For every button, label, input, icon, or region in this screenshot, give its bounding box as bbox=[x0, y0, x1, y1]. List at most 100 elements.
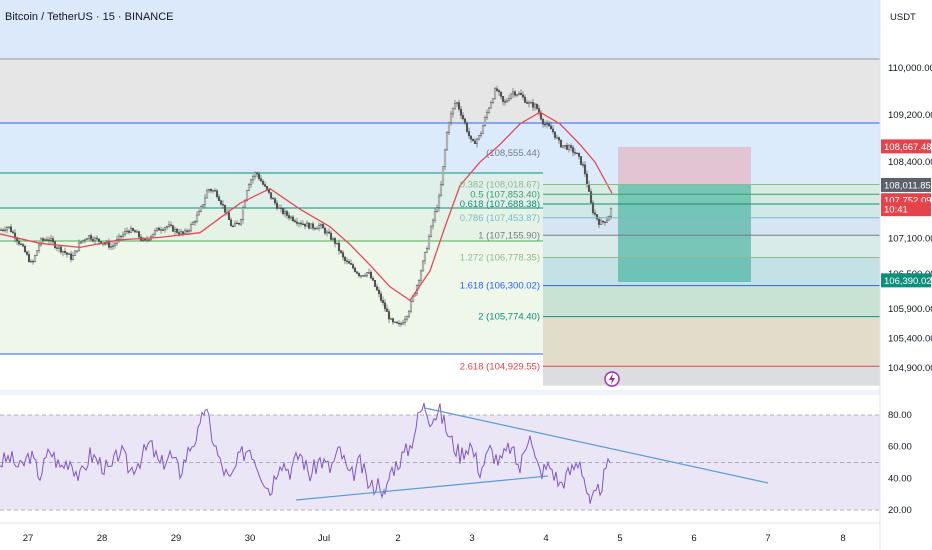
candle-body bbox=[375, 286, 379, 291]
candle-body bbox=[555, 137, 559, 139]
candle-body bbox=[165, 226, 169, 228]
candle-body bbox=[59, 246, 63, 253]
candle-body bbox=[173, 228, 177, 232]
candle-body bbox=[431, 219, 435, 227]
candle-body bbox=[1, 229, 5, 231]
moving-average-line bbox=[0, 111, 613, 302]
candle-body bbox=[311, 223, 315, 229]
lightning-icon[interactable] bbox=[604, 371, 620, 387]
candle-body bbox=[377, 289, 381, 294]
candle-body bbox=[121, 234, 125, 238]
candle-body bbox=[13, 232, 17, 239]
candle-body bbox=[575, 152, 579, 154]
candle-body bbox=[135, 231, 139, 233]
candle-body bbox=[151, 233, 155, 237]
candle-body bbox=[55, 247, 59, 249]
candle-body bbox=[587, 184, 591, 192]
candle-body bbox=[395, 321, 399, 324]
candle-body bbox=[215, 190, 219, 197]
candle-body bbox=[103, 243, 107, 245]
candle-body bbox=[423, 252, 427, 262]
candle-body bbox=[409, 300, 413, 312]
candle-body bbox=[289, 216, 293, 219]
candle-body bbox=[207, 188, 211, 192]
candle-body bbox=[219, 200, 223, 205]
candle-body bbox=[473, 140, 477, 144]
candle-body bbox=[33, 255, 37, 262]
x-tick-7: 4 bbox=[543, 533, 548, 544]
candle-body bbox=[27, 254, 31, 263]
x-tick-9: 6 bbox=[691, 533, 696, 544]
zone-band-gray bbox=[0, 59, 880, 123]
x-tick-10: 7 bbox=[765, 533, 770, 544]
candle-body bbox=[529, 102, 533, 104]
candle-body bbox=[557, 137, 561, 141]
candle-body bbox=[373, 279, 377, 287]
price-tag-bg-0 bbox=[881, 139, 931, 154]
candle-body bbox=[57, 246, 61, 249]
position-target-zone[interactable] bbox=[618, 185, 751, 282]
rsi-resistance-trendline[interactable] bbox=[424, 407, 769, 484]
candle-body bbox=[487, 107, 491, 113]
candle-body bbox=[505, 100, 509, 103]
fib-level-label-1: 0.5 (107,853.40) bbox=[470, 189, 540, 200]
candle-body bbox=[369, 272, 373, 279]
candle-body bbox=[241, 207, 245, 220]
time-axis[interactable] bbox=[0, 523, 880, 550]
candle-body bbox=[497, 90, 501, 93]
candle-body bbox=[357, 273, 361, 277]
candle-body bbox=[299, 222, 303, 225]
candle-body bbox=[313, 227, 317, 230]
x-tick-labels: 27 28 29 30 Jul 2 3 4 5 6 7 8 bbox=[23, 533, 846, 544]
candle-body bbox=[179, 231, 183, 235]
candle-body bbox=[285, 211, 289, 216]
rsi-support-trendline[interactable] bbox=[295, 475, 549, 501]
position-stop-zone[interactable] bbox=[618, 147, 751, 185]
candle-body bbox=[263, 184, 267, 187]
candle-body bbox=[189, 224, 193, 231]
x-tick-4: Jul bbox=[318, 533, 330, 544]
candle-body bbox=[107, 241, 111, 248]
candle-body bbox=[211, 190, 215, 192]
candle-body bbox=[147, 239, 151, 241]
candle-body bbox=[49, 238, 53, 241]
candle-body bbox=[479, 133, 483, 136]
candle-body bbox=[585, 173, 589, 185]
candle-body bbox=[87, 235, 91, 239]
candle-body bbox=[7, 226, 11, 228]
candle-body bbox=[401, 322, 405, 325]
candle-body bbox=[61, 250, 65, 253]
candle-body bbox=[275, 202, 279, 209]
candle-body bbox=[491, 98, 495, 103]
candle-body bbox=[113, 243, 117, 247]
candle-body bbox=[569, 145, 573, 148]
candle-body bbox=[349, 263, 353, 265]
rsi-tick-2: 40.00 bbox=[888, 473, 912, 484]
candle-body bbox=[39, 238, 43, 246]
candle-body bbox=[213, 190, 217, 192]
candle-body bbox=[11, 231, 15, 234]
candle-body bbox=[515, 94, 519, 96]
rsi-tick-labels: 80.00 60.00 40.00 20.00 bbox=[888, 410, 912, 516]
candle-body bbox=[281, 208, 285, 215]
candle-body bbox=[495, 88, 499, 91]
candle-body bbox=[293, 220, 297, 223]
candle-body bbox=[493, 88, 497, 100]
x-tick-2: 29 bbox=[171, 533, 182, 544]
candle-body bbox=[35, 250, 39, 256]
candle-body bbox=[21, 244, 25, 247]
candle-body bbox=[45, 239, 49, 241]
fib-level-label-2: 0.618 (107,688.38) bbox=[460, 199, 540, 210]
candle-body bbox=[25, 251, 29, 255]
rsi-tick-3: 20.00 bbox=[888, 505, 912, 516]
candle-body bbox=[131, 228, 135, 231]
candle-body bbox=[589, 191, 593, 203]
candle-body bbox=[271, 197, 275, 200]
candle-body bbox=[145, 239, 149, 241]
candle-body bbox=[69, 253, 73, 260]
candle-body bbox=[247, 184, 251, 191]
candle-body bbox=[23, 245, 27, 253]
candle-body bbox=[227, 212, 231, 221]
candle-body bbox=[295, 221, 299, 224]
